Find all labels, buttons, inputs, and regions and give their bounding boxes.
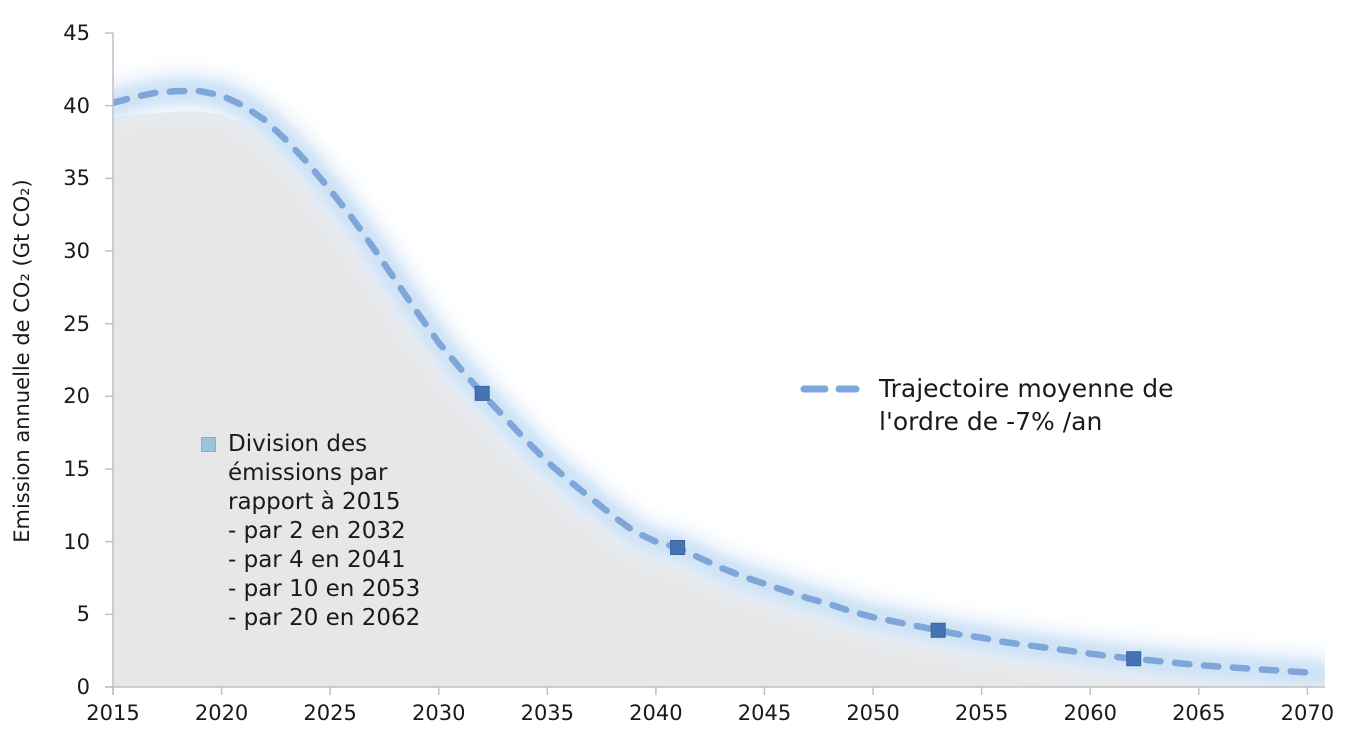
annotation-line: - par 2 en 2032 [228, 518, 406, 544]
legend-line: Trajectoire moyenne de [879, 374, 1174, 403]
annotation-line: rapport à 2015 [228, 489, 401, 515]
annotation-line: - par 10 en 2053 [228, 576, 421, 602]
y-tick-label: 20 [63, 384, 90, 409]
x-tick-label: 2025 [303, 701, 357, 725]
emissions-division-annotation: Division des émissions par rapport à 201… [201, 430, 420, 633]
y-tick-label: 40 [63, 93, 90, 118]
x-tick-label: 2015 [86, 701, 140, 725]
y-tick-label: 45 [63, 21, 90, 45]
x-tick-label: 2065 [1172, 701, 1226, 725]
annotation-line: - par 20 en 2062 [228, 605, 421, 631]
emissions-area [113, 111, 1325, 687]
y-axis-title: Emission annuelle de CO₂ (Gt CO₂) [10, 179, 34, 543]
x-tick-label: 2045 [737, 701, 792, 725]
legend-text: Trajectoire moyenne de l'ordre de -7% /a… [879, 372, 1173, 438]
y-tick-label: 15 [63, 457, 90, 481]
trajectory-marker [1126, 651, 1142, 667]
annotation-line: Division des [228, 431, 368, 457]
annotation-bullet-icon [201, 437, 216, 452]
annotation-line: émissions par [228, 460, 388, 486]
legend-dash-icon [800, 385, 860, 393]
trajectory-marker [474, 385, 490, 401]
legend-line: l'ordre de -7% /an [879, 407, 1103, 436]
y-tick-label: 25 [63, 311, 90, 336]
x-tick-label: 2070 [1280, 701, 1335, 725]
x-tick-label: 2020 [194, 701, 249, 725]
x-tick-label: 2040 [629, 701, 683, 725]
annotation-text: Division des émissions par rapport à 201… [228, 430, 420, 633]
x-tick-label: 2030 [412, 701, 466, 725]
trajectory-marker [930, 622, 946, 638]
x-tick-label: 2055 [954, 701, 1009, 725]
y-tick-label: 30 [63, 239, 90, 263]
y-tick-label: 35 [63, 166, 90, 191]
x-tick-label: 2035 [520, 701, 575, 725]
y-tick-label: 0 [76, 675, 90, 699]
x-tick-label: 2060 [1063, 701, 1117, 725]
y-tick-label: 10 [63, 529, 90, 554]
y-tick-label: 5 [76, 602, 90, 627]
trajectory-marker [670, 540, 686, 555]
legend: Trajectoire moyenne de l'ordre de -7% /a… [799, 372, 1173, 438]
x-tick-label: 2050 [846, 701, 900, 725]
annotation-line: - par 4 en 2041 [228, 547, 406, 573]
